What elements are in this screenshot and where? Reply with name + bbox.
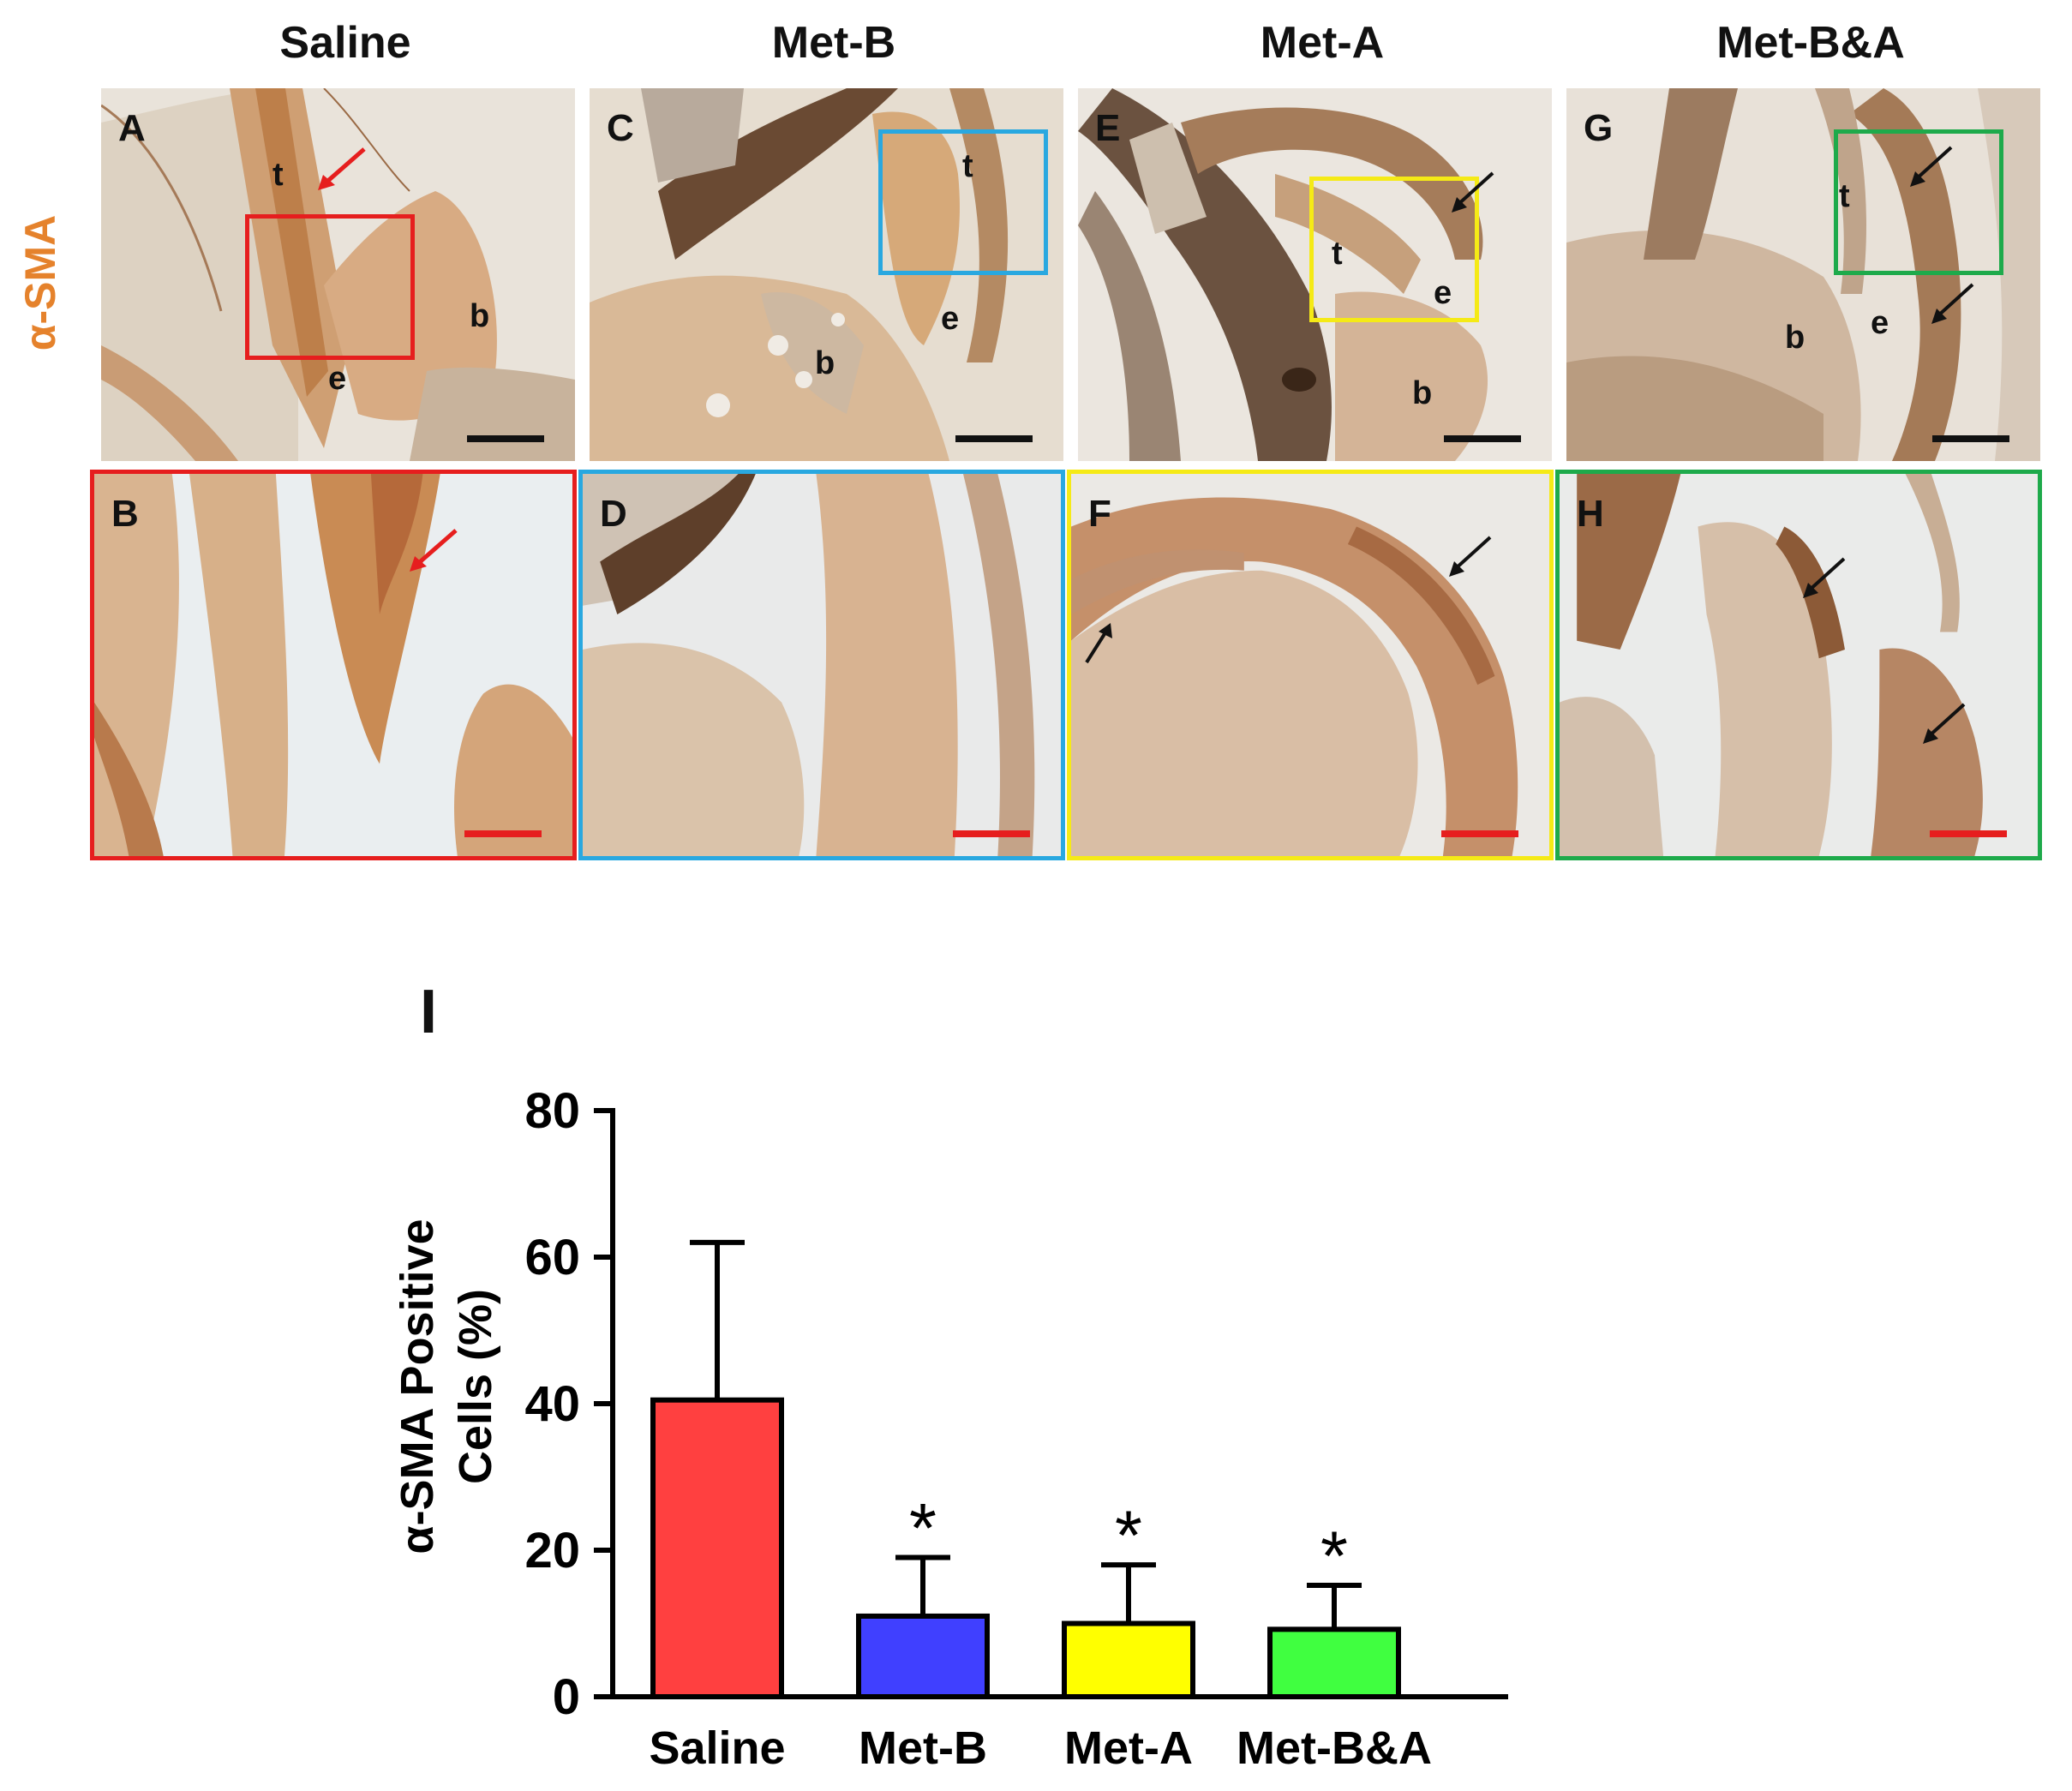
scale-bar [955, 435, 1033, 442]
bars: * * * [650, 1239, 1401, 1700]
tendon-label: t [962, 148, 973, 184]
row-label: α-SMA [16, 214, 64, 351]
scale-bar [467, 435, 544, 442]
y-tick-label: 40 [524, 1376, 580, 1432]
x-tick-label: Saline [649, 1722, 785, 1774]
bar-met-b [856, 1613, 990, 1700]
panel-letter: A [118, 107, 146, 149]
panel-letter: H [1577, 493, 1604, 535]
arrow-icon [1085, 623, 1112, 664]
scale-bar [1930, 830, 2007, 837]
y-axis-label: α-SMA Positive Cells (%) [392, 1219, 501, 1554]
panel-letter: D [600, 493, 627, 535]
x-tick-label: Met-A [1064, 1722, 1193, 1774]
micrograph-image [583, 474, 1061, 856]
scale-bar [464, 830, 542, 837]
micrograph-image [590, 88, 1063, 461]
panel-letter: F [1088, 493, 1111, 535]
bar-saline [650, 1397, 784, 1699]
column-title-met-b: Met-B [771, 18, 896, 68]
significance-marker: * [909, 1490, 937, 1568]
column-title-met-a: Met-A [1260, 18, 1385, 68]
significance-marker: * [1115, 1497, 1142, 1575]
bone-label: b [815, 345, 835, 381]
enthesis-label: e [328, 361, 347, 397]
arrow-icon [1449, 536, 1492, 577]
micrograph-panel-f: F [1067, 470, 1554, 860]
scale-bar [1444, 435, 1521, 442]
y-axis-ticks: 0 20 40 60 80 [524, 1083, 613, 1725]
bar-chart: α-SMA Positive Cells (%) 0 20 40 60 80 * * * Sa… [377, 977, 1611, 1787]
enthesis-label: e [1871, 305, 1889, 341]
y-axis-label-line: α-SMA Positive [392, 1219, 443, 1554]
bone-label: b [470, 298, 490, 334]
tendon-label: t [1839, 178, 1850, 214]
zoom-region-box [1834, 129, 2003, 275]
micrograph-panel-a: A t e b [101, 88, 575, 461]
enthesis-label: e [941, 301, 960, 337]
panel-letter: C [607, 107, 634, 149]
zoom-region-box [245, 214, 415, 360]
panel-letter: E [1095, 107, 1121, 149]
micrograph-image [94, 474, 572, 856]
x-axis-labels: Saline Met-B Met-A Met-B&A [649, 1722, 1432, 1774]
bar-met-a [1062, 1620, 1195, 1699]
y-tick-label: 20 [524, 1523, 580, 1578]
column-title-saline: Saline [279, 18, 411, 68]
significance-marker: * [1320, 1518, 1348, 1596]
scale-bar [1932, 435, 2009, 442]
micrograph-panel-e: E t e b [1078, 88, 1552, 461]
y-tick-label: 60 [524, 1230, 580, 1285]
y-axis-label-line: Cells (%) [450, 1289, 501, 1484]
arrow-icon [410, 529, 458, 572]
micrograph-panel-c: C t e b [590, 88, 1063, 461]
enthesis-label: e [1434, 275, 1452, 311]
scale-bar [953, 830, 1030, 837]
x-tick-label: Met-B [859, 1722, 987, 1774]
micrograph-panel-b: B [90, 470, 577, 860]
micrograph-image [1560, 474, 2038, 856]
micrograph-panel-d: D [578, 470, 1065, 860]
bone-label: b [1412, 375, 1433, 411]
tendon-label: t [272, 157, 284, 193]
y-tick-label: 0 [553, 1669, 580, 1725]
panel-letter: G [1584, 107, 1614, 149]
column-title-met-ba: Met-B&A [1716, 18, 1905, 68]
zoom-region-box [878, 129, 1048, 275]
arrow-icon [1803, 557, 1846, 598]
bar-met-b-a [1267, 1626, 1401, 1700]
scale-bar [1441, 830, 1518, 837]
micrograph-panel-h: H [1555, 470, 2042, 860]
tendon-label: t [1332, 236, 1343, 272]
zoom-region-box [1309, 177, 1479, 322]
bone-label: b [1785, 320, 1806, 356]
bar-chart-svg: α-SMA Positive Cells (%) 0 20 40 60 80 * * * Sa… [392, 1083, 1508, 1774]
arrow-icon [1923, 703, 1966, 744]
arrow-icon [318, 147, 366, 190]
arrow-icon [1452, 171, 1494, 213]
arrow-icon [1931, 283, 1974, 324]
x-tick-label: Met-B&A [1237, 1722, 1432, 1774]
arrow-icon [1910, 146, 1953, 187]
panel-letter: B [111, 493, 139, 535]
panel-letter-i: I [420, 978, 438, 1046]
y-tick-label: 80 [524, 1083, 580, 1139]
micrograph-image [1071, 474, 1549, 856]
micrograph-panel-g: G t e b [1566, 88, 2040, 461]
